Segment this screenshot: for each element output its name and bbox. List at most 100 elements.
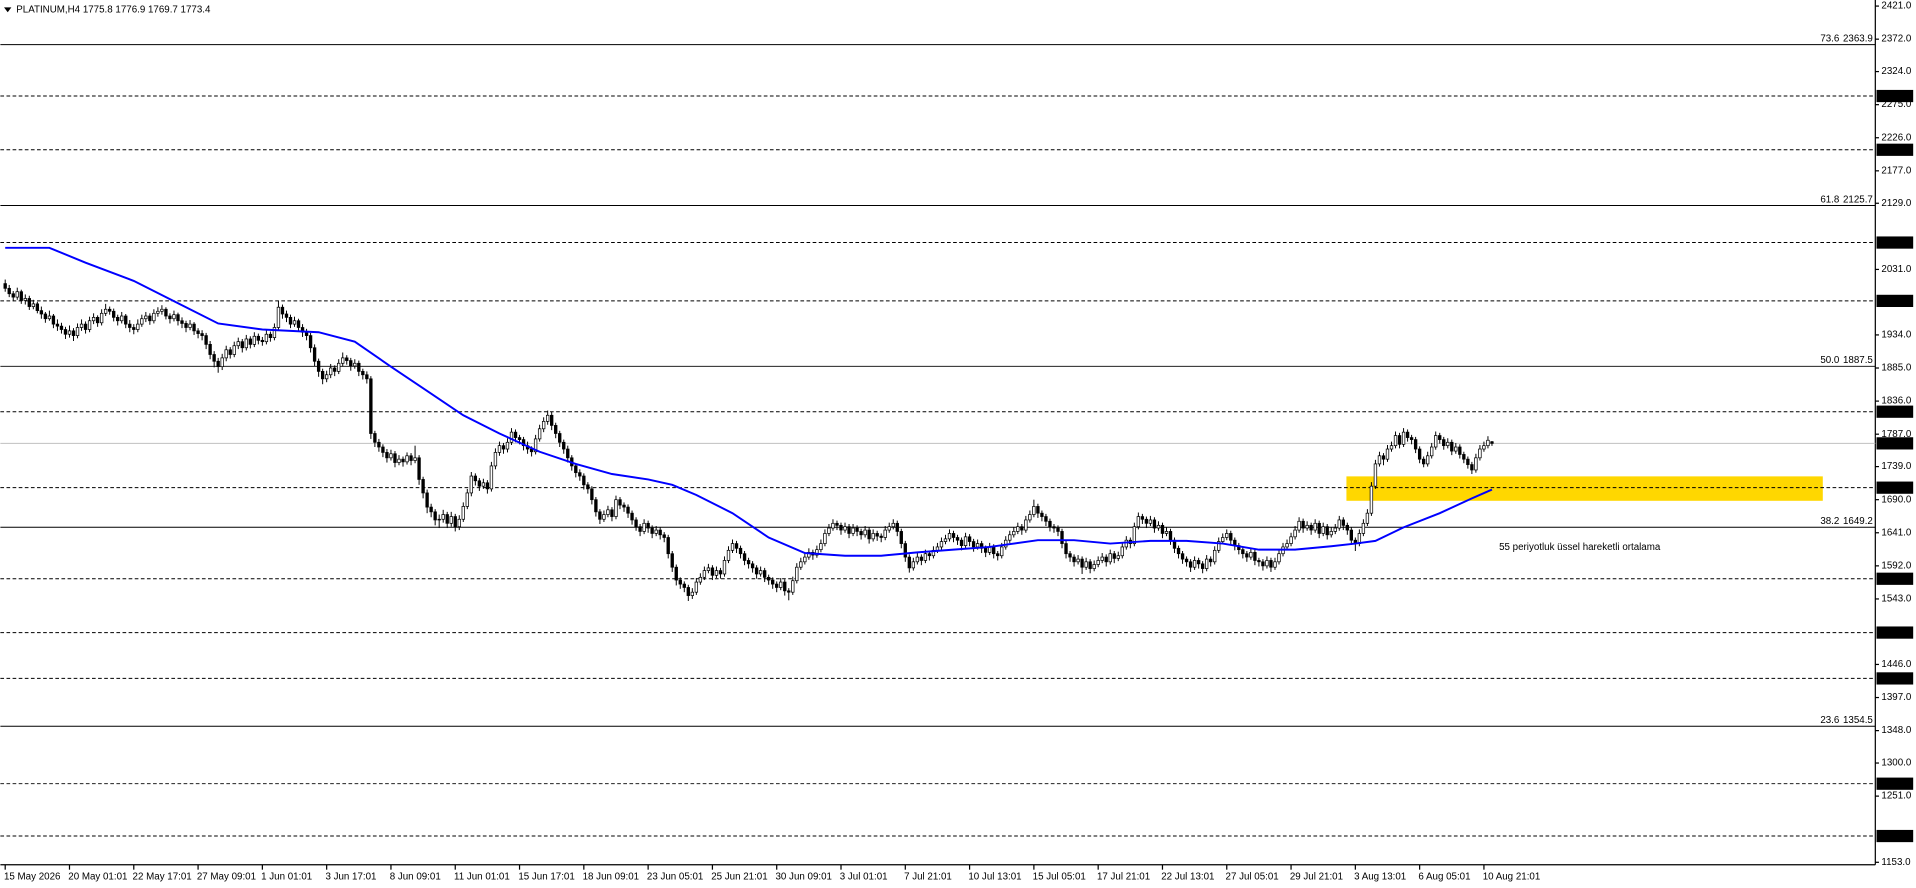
- candle-body: [1301, 520, 1305, 529]
- candle-body: [477, 480, 482, 487]
- candle-body: [437, 518, 441, 521]
- candle-body: [517, 437, 522, 440]
- x-tick-label: 10 Jul 13:01: [968, 872, 1021, 883]
- candle-body: [401, 458, 405, 463]
- candle-body: [1112, 553, 1116, 559]
- candle-body: [839, 524, 843, 531]
- candle-body: [1092, 564, 1096, 569]
- candle-body: [963, 536, 968, 546]
- candle-body: [1345, 524, 1349, 531]
- candle-body: [955, 537, 960, 541]
- x-tick-label: 25 Jun 21:01: [711, 872, 767, 883]
- candle-body: [252, 335, 257, 345]
- level-label: 2287.8: [1880, 91, 1910, 102]
- level-label: 2070.8: [1880, 238, 1910, 249]
- candle-body: [31, 303, 35, 307]
- candle-body: [51, 315, 56, 325]
- candle-body: [951, 533, 956, 538]
- candle-body: [449, 516, 453, 524]
- candle-body: [509, 431, 514, 443]
- y-tick-label: 1397.0: [1881, 692, 1911, 703]
- candle-body: [537, 428, 542, 440]
- level-label: 1572.9: [1880, 574, 1910, 585]
- x-tick-label: 20 May 01:01: [68, 872, 127, 883]
- candle-body: [405, 455, 409, 463]
- y-tick-label: 1690.0: [1881, 494, 1911, 505]
- candle-body: [140, 318, 144, 325]
- candle-body: [208, 344, 212, 355]
- candle-body: [903, 543, 907, 558]
- y-tick-label: 1251.0: [1881, 791, 1911, 802]
- candle-body: [421, 479, 425, 494]
- candle-body: [586, 484, 590, 490]
- candle-body: [1084, 561, 1088, 568]
- candle-body: [730, 543, 735, 551]
- candle-body: [116, 317, 120, 322]
- fib-price: 2125.7: [1843, 194, 1873, 205]
- candle-body: [513, 431, 518, 438]
- candle-body: [1016, 526, 1020, 532]
- candle-body: [172, 314, 176, 320]
- candle-body: [642, 522, 646, 532]
- level-box: [1876, 777, 1914, 790]
- candle-body: [787, 590, 791, 593]
- candle-body: [698, 576, 703, 583]
- candle-body: [855, 527, 859, 532]
- candle-body: [413, 457, 417, 461]
- level-box: [1876, 672, 1914, 685]
- candle-body: [606, 509, 610, 515]
- candle-body: [1273, 561, 1277, 568]
- candle-body: [1317, 522, 1321, 534]
- candle-body: [1052, 526, 1056, 529]
- candle-body: [176, 314, 180, 322]
- candle-body: [124, 315, 128, 325]
- candle-body: [562, 441, 566, 450]
- candle-body: [1385, 448, 1390, 460]
- candle-body: [996, 553, 1000, 557]
- candle-body: [630, 512, 634, 521]
- candle-body: [694, 581, 699, 593]
- candle-body: [566, 448, 570, 459]
- fib-price: 2363.9: [1843, 33, 1873, 44]
- y-tick-label: 1300.0: [1881, 758, 1911, 769]
- candle-body: [578, 472, 582, 477]
- last-price-box: [1876, 437, 1914, 450]
- candle-body: [1257, 560, 1261, 563]
- candle-body: [1028, 514, 1032, 521]
- candle-body: [594, 499, 598, 513]
- candle-body: [95, 317, 100, 324]
- candle-body: [248, 338, 252, 345]
- y-tick-label: 2421.0: [1881, 1, 1911, 12]
- candle-body: [1305, 524, 1309, 529]
- candle-body: [333, 367, 337, 372]
- candle-body: [389, 453, 393, 459]
- candle-body: [393, 453, 397, 463]
- x-tick-label: 18 Jun 09:01: [583, 872, 639, 883]
- candle-body: [27, 298, 31, 307]
- y-tick-label: 2372.0: [1881, 34, 1911, 45]
- candle-body: [1176, 547, 1181, 555]
- highlight-zone: [1346, 476, 1823, 501]
- candle-body: [1417, 448, 1422, 460]
- candle-body: [783, 581, 787, 592]
- candle-body: [626, 506, 630, 514]
- y-tick-label: 1934.0: [1881, 330, 1911, 341]
- x-tick-label: 27 May 09:01: [197, 872, 256, 883]
- candle-body: [1454, 446, 1458, 452]
- candle-body: [541, 420, 546, 430]
- candle-body: [268, 333, 273, 338]
- candle-body: [1200, 563, 1205, 569]
- candle-body: [907, 556, 911, 569]
- candle-body: [1080, 558, 1084, 568]
- candle-body: [1482, 445, 1486, 450]
- level-label: 1820.3: [1880, 407, 1910, 418]
- candle-body: [256, 335, 261, 341]
- candle-body: [1446, 441, 1450, 447]
- candle-body: [1249, 551, 1253, 558]
- candle-body: [1470, 464, 1474, 471]
- candle-body: [433, 511, 437, 521]
- candle-body: [461, 506, 465, 520]
- candle-body: [1188, 561, 1193, 568]
- x-tick-label: 23 Jun 05:01: [647, 872, 703, 883]
